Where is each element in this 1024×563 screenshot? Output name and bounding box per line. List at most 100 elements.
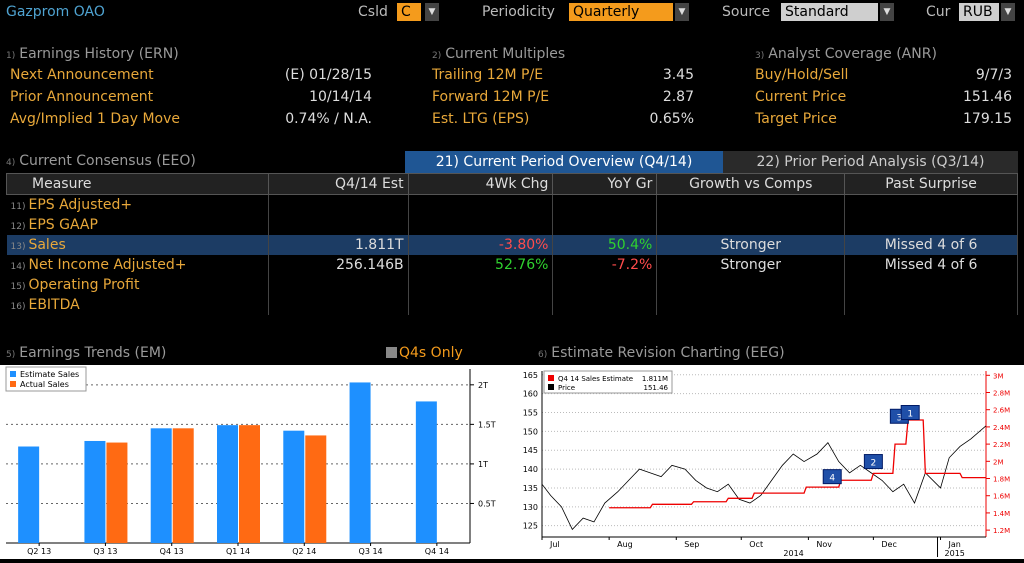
earnings-trends-header[interactable]: 5) Earnings Trends (EM) — [6, 345, 166, 361]
y-tick-label: 1T — [478, 460, 488, 469]
tab-prior-period[interactable]: 22) Prior Period Analysis (Q3/14) — [723, 151, 1018, 173]
buy-hold-sell-value: 9/7/3 — [975, 67, 1012, 83]
avg-move-label: Avg/Implied 1 Day Move — [10, 111, 181, 127]
q4s-only-checkbox[interactable] — [386, 347, 397, 358]
prior-announcement-label: Prior Announcement — [10, 89, 154, 105]
measure-cell[interactable]: 13) Sales — [6, 235, 269, 255]
estimate-cell: 1.811T — [268, 235, 409, 255]
table-header-row: Measure Q4/14 Est 4Wk Chg YoY Gr Growth … — [6, 173, 1018, 195]
y-right-tick-label: 1.2M — [993, 527, 1010, 535]
earnings-history-header[interactable]: 1) Earnings History (ERN) — [6, 46, 179, 62]
y-left-tick-label: 145 — [523, 446, 538, 455]
estimate-cell — [268, 194, 409, 215]
y-left-tick-label: 155 — [523, 409, 538, 418]
y-left-tick-label: 125 — [523, 522, 538, 531]
y-right-tick-label: 2.6M — [993, 407, 1010, 415]
legend-label: Actual Sales — [20, 380, 69, 389]
x-group-label: 2014 — [783, 549, 803, 558]
ltg-label: Est. LTG (EPS) — [432, 111, 530, 127]
y-right-tick-label: 2.8M — [993, 390, 1010, 398]
x-tick-label: Jan — [948, 540, 961, 549]
estimate-cell — [268, 295, 409, 315]
surprise-cell — [844, 295, 1018, 315]
comps-cell — [656, 215, 846, 235]
table-row[interactable]: 14) Net Income Adjusted+ 256.146B 52.76% … — [6, 255, 1018, 275]
measure-label: EBITDA — [28, 297, 80, 313]
measure-cell[interactable]: 16) EBITDA — [6, 295, 269, 315]
bar-actual-sales — [172, 428, 194, 543]
comps-cell: Stronger — [656, 255, 846, 275]
y-left-tick-label: 135 — [523, 484, 538, 493]
y-left-tick-label: 150 — [523, 427, 538, 436]
measure-cell[interactable]: 12) EPS GAAP — [6, 215, 269, 235]
chg-cell: 52.76% — [408, 255, 554, 275]
legend-swatch — [548, 384, 554, 390]
row-number: 15) — [10, 282, 26, 292]
csld-select[interactable]: C — [397, 3, 421, 21]
security-title[interactable]: Gazprom OAO — [6, 4, 105, 20]
section-number: 1) — [6, 51, 16, 61]
trailing-pe-value: 3.45 — [662, 67, 694, 83]
event-marker — [863, 454, 883, 470]
source-dropdown-icon[interactable]: ▼ — [880, 3, 894, 21]
section-number: 2) — [432, 51, 442, 61]
surprise-cell: Missed 4 of 6 — [844, 255, 1018, 275]
analyst-coverage-header[interactable]: 3) Analyst Coverage (ANR) — [755, 46, 937, 62]
consensus-header[interactable]: 4) Current Consensus (EEO) — [6, 153, 196, 169]
col-header-yoy[interactable]: YoY Gr — [552, 173, 658, 195]
section-number: 6) — [538, 350, 548, 360]
source-select[interactable]: Standard — [781, 3, 878, 21]
chg-cell — [408, 295, 554, 315]
table-row[interactable]: 11) EPS Adjusted+ — [6, 194, 1018, 215]
col-header-4wk-chg[interactable]: 4Wk Chg — [407, 173, 554, 195]
table-row[interactable]: 16) EBITDA — [6, 295, 1018, 315]
x-group-label: 2015 — [945, 549, 965, 558]
x-tick-label: Q4 13 — [160, 547, 184, 556]
prior-announcement-value: 10/14/14 — [309, 89, 372, 105]
current-price-label: Current Price — [755, 89, 847, 105]
x-tick-label: Aug — [617, 540, 633, 549]
event-marker-label: 3 — [896, 413, 902, 423]
y-right-tick-label: 1.8M — [993, 476, 1010, 484]
table-row[interactable]: 12) EPS GAAP — [6, 215, 1018, 235]
col-header-past-surprise[interactable]: Past Surprise — [844, 173, 1018, 195]
y-right-tick-label: 2.4M — [993, 424, 1010, 432]
surprise-cell — [844, 194, 1018, 215]
bar-estimate-sales — [84, 440, 106, 543]
q4s-only-label[interactable]: Q4s Only — [399, 345, 463, 361]
legend-box — [543, 370, 673, 394]
bar-estimate-sales — [415, 401, 437, 543]
measure-cell[interactable]: 14) Net Income Adjusted+ — [6, 255, 269, 275]
tab-current-period[interactable]: 21) Current Period Overview (Q4/14) — [405, 151, 723, 173]
table-row[interactable]: 15) Operating Profit — [6, 275, 1018, 295]
estimate-revision-header[interactable]: 6) Estimate Revision Charting (EEG) — [538, 345, 785, 361]
bar-estimate-sales — [217, 425, 238, 543]
event-marker — [900, 405, 920, 420]
earnings-trends-title: Earnings Trends (EM) — [19, 345, 167, 361]
measure-cell[interactable]: 11) EPS Adjusted+ — [6, 194, 269, 215]
y-left-tick-label: 165 — [523, 371, 538, 380]
periodicity-dropdown-icon[interactable]: ▼ — [675, 3, 689, 21]
row-number: 11) — [10, 202, 26, 212]
bar-estimate-sales — [150, 428, 172, 543]
legend-label: Estimate Sales — [20, 370, 79, 379]
currency-dropdown-icon[interactable]: ▼ — [1001, 3, 1015, 21]
col-header-measure[interactable]: Measure — [6, 173, 269, 195]
table-row-selected[interactable]: 13) Sales 1.811T -3.80% 50.4% Stronger Mi… — [6, 235, 1018, 255]
x-tick-label: Q4 14 — [425, 547, 449, 556]
measure-cell[interactable]: 15) Operating Profit — [6, 275, 269, 295]
source-label: Source — [722, 4, 771, 20]
y-right-tick-label: 3M — [993, 372, 1004, 380]
analyst-coverage-title: Analyst Coverage (ANR) — [768, 46, 937, 62]
csld-dropdown-icon[interactable]: ▼ — [425, 3, 439, 21]
sales-estimate-line — [609, 419, 986, 509]
event-marker-label: 1 — [907, 410, 913, 420]
col-header-growth-vs-comps[interactable]: Growth vs Comps — [656, 173, 846, 195]
currency-select[interactable]: RUB — [959, 3, 999, 21]
periodicity-label: Periodicity — [482, 4, 555, 20]
bar-actual-sales — [239, 425, 260, 543]
chg-cell — [408, 194, 554, 215]
estimate-revision-chart: 125 130 135 140 145 150 155 160 165 1.2M 1.4M 1.6M 1… — [512, 365, 1024, 559]
col-header-estimate[interactable]: Q4/14 Est — [267, 173, 409, 195]
periodicity-select[interactable]: Quarterly — [569, 3, 673, 21]
